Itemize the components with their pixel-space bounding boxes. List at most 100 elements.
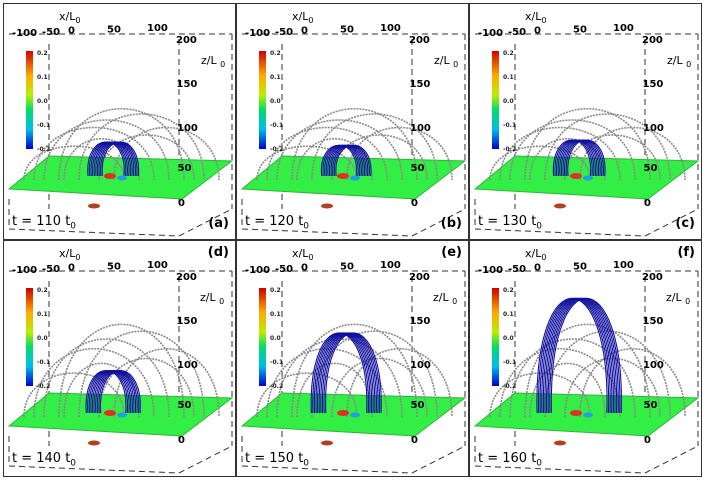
grey-field-line <box>499 126 621 181</box>
x-axis-label: x/L0 <box>525 10 547 26</box>
panel-label: (d) <box>207 245 229 260</box>
z-axis-label: z/L 0 <box>667 54 692 70</box>
x-axis-ticks: -100 -50 0 50 100 <box>478 260 634 276</box>
z-tick-label: 50 <box>411 400 425 411</box>
colorbar-gradient <box>259 288 266 386</box>
z-tick-label: 0 <box>411 435 418 446</box>
footpoint-mark <box>117 175 127 181</box>
grey-field-line <box>58 107 185 181</box>
footpoint-mark <box>337 410 349 416</box>
grey-field-line <box>256 145 358 181</box>
z-tick-label: 50 <box>644 400 658 411</box>
footpoint-mark <box>350 412 360 418</box>
grey-field-line <box>579 126 686 181</box>
footpoint-mark <box>88 440 100 446</box>
z-tick-label: 150 <box>643 316 664 327</box>
box-edge <box>241 465 413 474</box>
colorbar-tick-label: 0.2 <box>37 50 48 57</box>
grey-field-line <box>43 119 170 181</box>
colorbar-tick-label: -0.2 <box>270 146 283 153</box>
grey-field-line <box>266 347 388 418</box>
colorbar-tick-label: 0.0 <box>270 335 281 342</box>
colorbar-tick-label: -0.1 <box>503 122 516 129</box>
panel-render: 0.2 0.1 0.0 -0.1 -0.2 -100 -50 0 50 100 200 150 10… <box>473 260 700 474</box>
grey-field-line <box>33 347 155 418</box>
rope-field-line <box>325 332 382 414</box>
colorbar: 0.2 0.1 0.0 -0.1 -0.2 <box>26 287 50 390</box>
bounding-box <box>8 270 233 474</box>
colorbar: 0.2 0.1 0.0 -0.1 -0.2 <box>492 287 516 390</box>
grey-field-line <box>311 330 438 418</box>
x-tick-label: -50 <box>508 264 526 275</box>
z-tick-label: 200 <box>642 272 663 283</box>
grey-field-line <box>524 323 651 418</box>
footpoint-mark <box>337 173 349 179</box>
grey-field-line <box>529 362 606 418</box>
panel-render: 0.2 0.1 0.0 -0.1 -0.2 -100 -50 0 50 100 200 150 10… <box>240 23 467 237</box>
colorbar-tick-label: 0.2 <box>37 287 48 294</box>
time-label: t = 150 t0 <box>245 451 310 469</box>
panel-render: 0.2 0.1 0.0 -0.1 -0.2 -100 -50 0 50 100 200 150 10… <box>7 23 234 237</box>
footpoint-mark <box>104 173 116 179</box>
colorbar-gradient <box>26 288 33 386</box>
x-tick-label: 50 <box>340 24 354 35</box>
time-label: t = 140 t0 <box>12 451 77 469</box>
footpoint-mark <box>554 203 566 209</box>
box-edge <box>8 228 180 237</box>
x-tick-label: -50 <box>508 27 526 38</box>
z-tick-label: 150 <box>177 79 198 90</box>
grey-field-line <box>266 126 388 181</box>
colorbar-tick-label: 0.1 <box>37 311 48 318</box>
grey-field-line <box>489 372 591 418</box>
z-tick-label: 200 <box>409 272 430 283</box>
flux-rope-field-lines <box>310 332 382 446</box>
figure-panel-5: 0.2 0.1 0.0 -0.1 -0.2 -100 -50 0 50 100 200 150 10… <box>236 240 469 477</box>
grey-field-lines <box>23 323 220 418</box>
x-tick-label: -100 <box>245 265 270 276</box>
grey-field-line <box>524 107 651 181</box>
z-tick-label: 150 <box>643 79 664 90</box>
z-tick-label: 50 <box>644 163 658 174</box>
x-axis-label: x/L0 <box>59 10 81 26</box>
figure-panel-4: 0.2 0.1 0.0 -0.1 -0.2 -100 -50 0 50 100 200 150 10… <box>3 240 236 477</box>
colorbar-tick-label: 0.2 <box>503 50 514 57</box>
panel-label: (c) <box>675 216 695 231</box>
x-tick-label: -50 <box>275 264 293 275</box>
z-tick-label: 150 <box>177 316 198 327</box>
z-tick-label: 100 <box>177 123 198 134</box>
box-edge <box>474 228 646 237</box>
z-axis-ticks: 200 150 100 50 0 <box>642 35 664 209</box>
x-tick-label: 0 <box>68 26 75 37</box>
panel-render: 0.2 0.1 0.0 -0.1 -0.2 -100 -50 0 50 100 200 150 10… <box>240 260 467 474</box>
box-edge <box>8 465 180 474</box>
z-axis-label: z/L 0 <box>200 291 225 307</box>
figure-panel-1: 0.2 0.1 0.0 -0.1 -0.2 -100 -50 0 50 100 200 150 10… <box>3 3 236 240</box>
colorbar: 0.2 0.1 0.0 -0.1 -0.2 <box>259 50 283 153</box>
x-tick-label: -100 <box>12 28 37 39</box>
grey-field-line <box>346 126 453 181</box>
x-tick-label: 100 <box>380 23 401 34</box>
colorbar-gradient <box>492 51 499 149</box>
z-axis-ticks: 200 150 100 50 0 <box>642 272 664 446</box>
x-axis-ticks: -100 -50 0 50 100 <box>12 23 168 39</box>
rope-field-line <box>100 370 141 414</box>
colorbar-tick-label: 0.2 <box>270 50 281 57</box>
grey-field-line <box>579 348 686 418</box>
grey-field-line <box>291 107 418 181</box>
grey-field-line <box>256 372 358 418</box>
colorbar-tick-label: -0.2 <box>270 383 283 390</box>
colorbar-tick-label: 0.1 <box>503 74 514 81</box>
colorbar-tick-label: 0.0 <box>503 98 514 105</box>
x-tick-label: 0 <box>301 26 308 37</box>
z-axis-ticks: 200 150 100 50 0 <box>176 272 198 446</box>
z-tick-label: 100 <box>177 360 198 371</box>
x-tick-label: 50 <box>107 24 121 35</box>
z-tick-label: 150 <box>410 316 431 327</box>
footpoint-mark <box>88 203 100 209</box>
grey-field-line <box>331 357 428 418</box>
footpoint-mark <box>321 203 333 209</box>
colorbar-tick-label: 0.1 <box>270 74 281 81</box>
colorbar: 0.2 0.1 0.0 -0.1 -0.2 <box>259 287 283 390</box>
colorbar-tick-label: -0.2 <box>37 146 50 153</box>
colorbar-tick-label: -0.1 <box>270 359 283 366</box>
